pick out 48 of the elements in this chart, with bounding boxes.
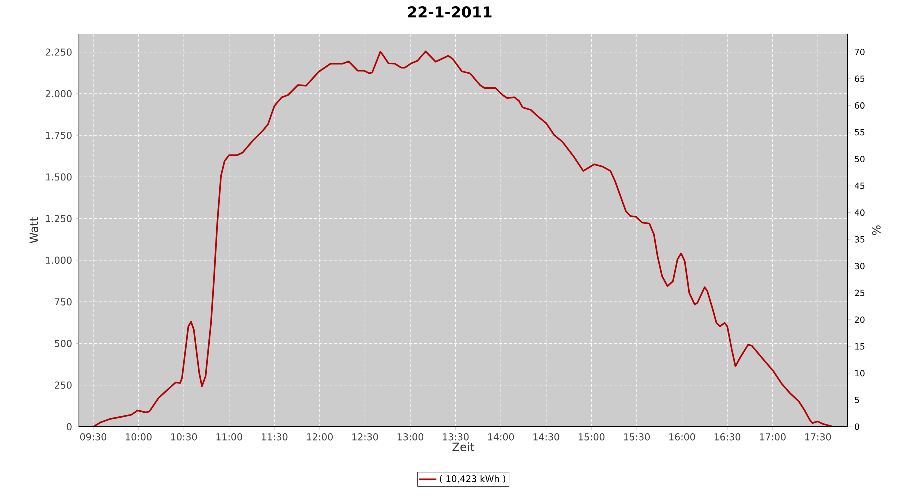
y2-tick-label: 0 (855, 424, 860, 430)
y2-tick-label: 25 (855, 290, 865, 296)
y-tick-label: 1.750 (46, 132, 72, 140)
y-tick-label: 750 (55, 298, 72, 306)
y2-tick-label: 5 (855, 397, 860, 404)
x-tick-label: 12:00 (307, 434, 333, 441)
y2-tick-label: 60 (855, 102, 865, 109)
y-tick-label: 1.250 (46, 215, 72, 222)
y-tick-label: 1.000 (46, 256, 72, 264)
y2-tick-label: 20 (855, 316, 865, 324)
x-tick-label: 15:30 (624, 434, 650, 441)
x-tick-label: 15:00 (579, 434, 605, 441)
y2-tick-label: 70 (855, 48, 865, 56)
y-tick-label: 250 (55, 382, 72, 389)
x-tick-label: 16:00 (670, 434, 696, 441)
x-tick-label: 13:30 (443, 434, 469, 441)
x-tick-label: 10:00 (126, 434, 152, 441)
y2-tick-label: 45 (854, 182, 865, 190)
y-tick-label: 0 (67, 423, 72, 431)
y2-tick-label: 35 (855, 236, 865, 243)
legend-label: ( 10,423 kWh ) (440, 475, 506, 484)
y2-axis-title: % (872, 226, 881, 236)
line-series (92, 50, 834, 427)
y2-tick-label: 55 (855, 129, 865, 136)
x-tick-label: 09:30 (80, 434, 107, 441)
y-tick-label: 500 (55, 340, 72, 348)
x-tick-label: 12:30 (352, 434, 378, 441)
y-tick-label: 2.250 (46, 48, 72, 56)
y-axis-title: Watt (30, 217, 38, 244)
y2-tick-label: 15 (855, 344, 865, 350)
y2-tick-label: 40 (854, 210, 865, 216)
x-tick-label: 17:00 (760, 434, 786, 441)
x-tick-label: 14:30 (534, 434, 560, 441)
y2-tick-label: 50 (855, 156, 865, 162)
x-tick-label: 13:00 (398, 434, 424, 441)
y-tick-label: 1.500 (46, 174, 72, 181)
x-tick-label: 14:00 (488, 434, 514, 441)
chart-title: 22-1-2011 (408, 6, 492, 18)
x-tick-label: 11:00 (216, 434, 242, 441)
y2-tick-label: 65 (855, 76, 865, 82)
x-tick-label: 17:30 (805, 434, 832, 441)
y-tick-label: 2.000 (46, 90, 72, 98)
y2-tick-label: 10 (855, 370, 865, 377)
x-tick-label: 16:30 (714, 434, 741, 441)
x-tick-label: 11:30 (262, 434, 288, 441)
x-axis-title: Zeit (452, 442, 475, 452)
x-tick-label: 10:30 (171, 434, 198, 441)
y2-tick-label: 30 (855, 263, 865, 270)
